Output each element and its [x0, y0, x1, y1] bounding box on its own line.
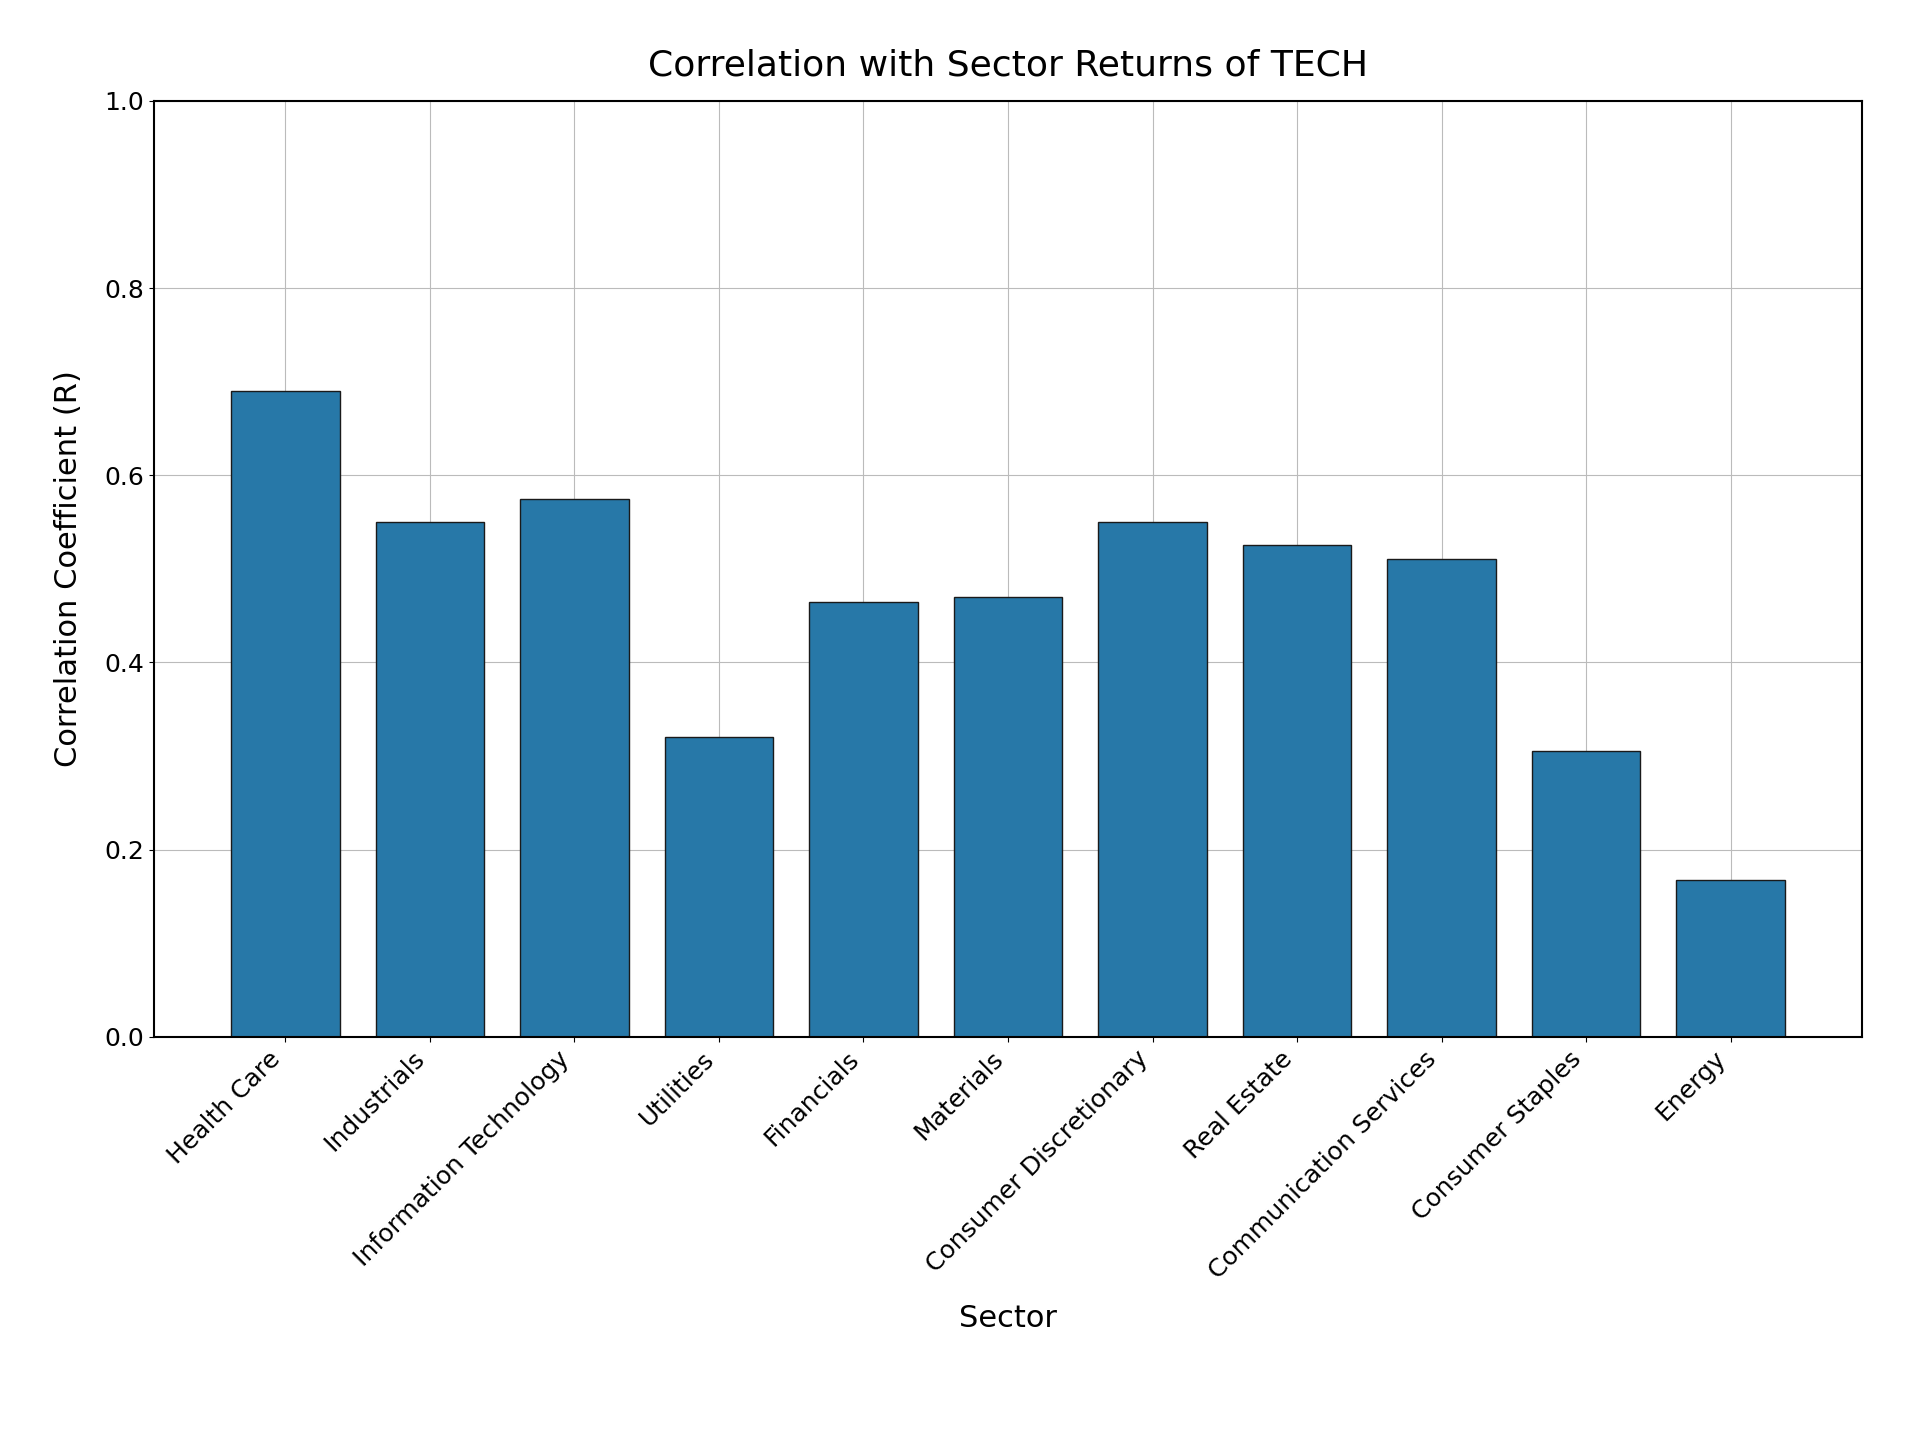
Bar — [1098, 521, 1206, 1037]
Bar — [1242, 546, 1352, 1037]
Bar — [1388, 559, 1496, 1037]
Bar — [1532, 752, 1640, 1037]
Bar — [954, 596, 1062, 1037]
Y-axis label: Correlation Coefficient (R): Correlation Coefficient (R) — [54, 370, 83, 768]
Title: Correlation with Sector Returns of TECH: Correlation with Sector Returns of TECH — [649, 49, 1367, 82]
Bar — [810, 602, 918, 1037]
Bar — [376, 521, 484, 1037]
Bar — [664, 737, 774, 1037]
Bar — [230, 390, 340, 1037]
X-axis label: Sector: Sector — [958, 1305, 1058, 1333]
Bar — [1676, 880, 1786, 1037]
Bar — [520, 498, 628, 1037]
